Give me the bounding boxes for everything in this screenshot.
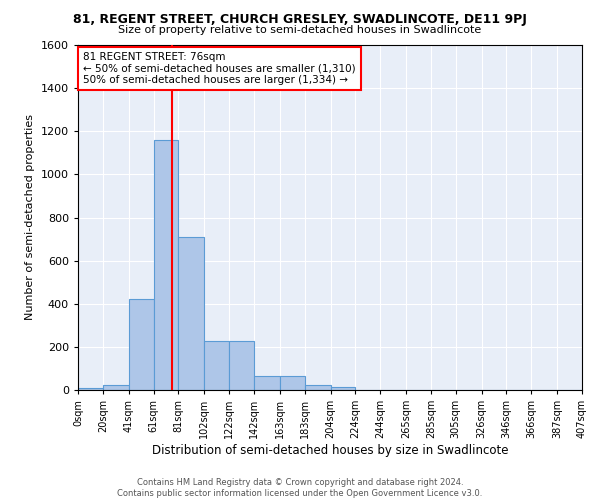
Bar xyxy=(229,342,254,390)
Bar xyxy=(129,300,154,390)
Bar xyxy=(280,376,305,390)
Bar xyxy=(154,140,178,390)
Y-axis label: Number of semi-detached properties: Number of semi-detached properties xyxy=(25,114,35,320)
Bar xyxy=(305,384,331,390)
Bar xyxy=(78,388,103,390)
Bar xyxy=(254,376,280,390)
Text: 81 REGENT STREET: 76sqm
← 50% of semi-detached houses are smaller (1,310)
50% of: 81 REGENT STREET: 76sqm ← 50% of semi-de… xyxy=(83,52,356,85)
Text: Contains HM Land Registry data © Crown copyright and database right 2024.
Contai: Contains HM Land Registry data © Crown c… xyxy=(118,478,482,498)
Bar xyxy=(103,384,129,390)
Bar xyxy=(178,237,205,390)
Text: 81, REGENT STREET, CHURCH GRESLEY, SWADLINCOTE, DE11 9PJ: 81, REGENT STREET, CHURCH GRESLEY, SWADL… xyxy=(73,12,527,26)
Text: Size of property relative to semi-detached houses in Swadlincote: Size of property relative to semi-detach… xyxy=(118,25,482,35)
Bar xyxy=(331,387,355,390)
Bar xyxy=(205,342,229,390)
X-axis label: Distribution of semi-detached houses by size in Swadlincote: Distribution of semi-detached houses by … xyxy=(152,444,508,457)
